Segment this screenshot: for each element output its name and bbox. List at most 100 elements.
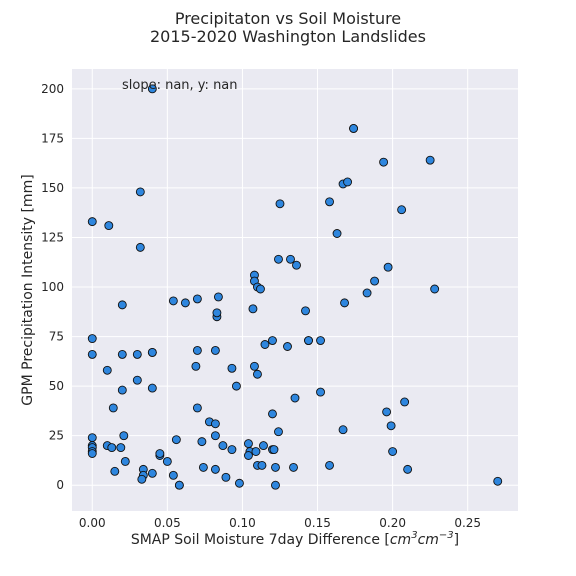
y-tick-label: 200: [41, 82, 64, 96]
scatter-point: [340, 298, 350, 308]
scatter-point: [253, 369, 262, 379]
scatter-point: [343, 177, 353, 187]
scatter-point: [210, 431, 220, 441]
scatter-point: [332, 229, 342, 238]
scatter-point: [250, 361, 259, 371]
scatter-point: [430, 284, 440, 294]
scatter-point: [383, 262, 393, 272]
scatter-point: [87, 217, 97, 227]
scatter-point: [290, 393, 300, 403]
grid-lines: [72, 69, 518, 511]
scatter-point: [289, 462, 298, 472]
scatter-point: [192, 294, 202, 304]
scatter-point: [174, 480, 184, 490]
scatter-point: [162, 456, 172, 466]
scatter-point: [248, 304, 258, 314]
x-tick-label: 0.00: [79, 516, 106, 530]
scatter-point: [147, 468, 157, 478]
scatter-point: [243, 439, 253, 449]
scatter-point: [155, 449, 165, 458]
scatter-point: [388, 447, 398, 456]
scatter-point: [260, 340, 270, 349]
scatter-point: [108, 403, 118, 413]
y-tick-label: 125: [41, 230, 64, 244]
x-axis-unit-cm2: cm: [418, 532, 439, 548]
x-axis-label: SMAP Soil Moisture 7day Difference [cm3c…: [131, 530, 459, 548]
scatter-point: [269, 445, 279, 455]
scatter-point: [147, 383, 157, 393]
scatter-point: [316, 387, 325, 397]
scatter-point: [316, 336, 325, 345]
scatter-point: [117, 349, 127, 359]
y-tick-label: 175: [41, 131, 64, 145]
scatter-point: [259, 441, 268, 451]
scatter-point: [168, 296, 178, 306]
scatter-point: [218, 441, 228, 451]
x-tick-label: 0.20: [379, 516, 406, 530]
scatter-point: [325, 460, 334, 470]
scatter-point: [274, 254, 283, 264]
scatter-point: [493, 476, 503, 486]
scatter-point: [119, 431, 129, 441]
scatter-point: [107, 443, 117, 453]
scatter-point: [338, 425, 348, 435]
scatter-point: [120, 456, 130, 466]
scatter-point: [102, 365, 112, 375]
chart-title-line1: Precipitaton vs Soil Moisture: [175, 9, 401, 28]
scatter-point: [274, 427, 283, 437]
scatter-point: [425, 155, 435, 165]
scatter-point: [304, 336, 313, 345]
scatter-point: [400, 397, 410, 407]
scatter-point: [271, 480, 280, 490]
scatter-point: [292, 260, 301, 270]
scatter-point: [268, 336, 277, 345]
scatter-point: [403, 464, 413, 474]
scatter-point: [110, 466, 120, 476]
scatter-point: [87, 433, 97, 443]
scatter-point: [234, 478, 244, 488]
scatter-point: [132, 349, 142, 359]
y-tick-label: 100: [41, 280, 64, 294]
scatter-point: [87, 349, 97, 359]
scatter-point: [257, 460, 267, 470]
scatter-point: [135, 242, 145, 252]
x-axis-unit-cm: cm: [390, 532, 411, 548]
scatter-point: [370, 276, 380, 286]
x-tick-label: 0.15: [304, 516, 331, 530]
y-tick-labels: 0 25 50 75 100 125 150 175 200: [41, 82, 64, 492]
scatter-point: [268, 409, 277, 419]
scatter-point: [210, 346, 220, 355]
scatter-point: [286, 254, 295, 264]
scatter-point: [349, 124, 359, 133]
scatter-point: [147, 84, 157, 94]
scatter-point: [227, 445, 237, 455]
y-tick-label: 50: [49, 379, 64, 393]
scatter-point: [87, 449, 97, 458]
scatter-point: [168, 470, 178, 480]
scatter-point: [301, 306, 310, 316]
scatter-point: [198, 462, 208, 472]
scatter-point: [256, 284, 265, 294]
scatter-point: [191, 361, 201, 371]
scatter-point: [210, 464, 220, 474]
scatter-point: [212, 308, 222, 318]
scatter-point: [117, 300, 127, 310]
scatter-point: [283, 342, 292, 351]
scatter-point: [271, 462, 280, 472]
scatter-point: [104, 221, 114, 231]
scatter-point: [231, 381, 241, 391]
y-axis-label: GPM Precipitation Intensity [mm]: [20, 174, 36, 405]
x-tick-label: 0.10: [229, 516, 256, 530]
x-axis-unit-exp2: −3: [439, 530, 454, 541]
scatter-point: [397, 205, 407, 215]
x-tick-label: 0.25: [454, 516, 481, 530]
scatter-point: [379, 157, 389, 167]
scatter-point: [275, 199, 285, 209]
y-tick-label: 0: [56, 478, 64, 492]
scatter-point: [221, 472, 231, 482]
fit-annotation: slope: nan, y: nan: [122, 78, 238, 93]
scatter-point: [116, 443, 126, 453]
chart-title-line2: 2015-2020 Washington Landslides: [150, 27, 426, 46]
scatter-point: [87, 334, 97, 344]
